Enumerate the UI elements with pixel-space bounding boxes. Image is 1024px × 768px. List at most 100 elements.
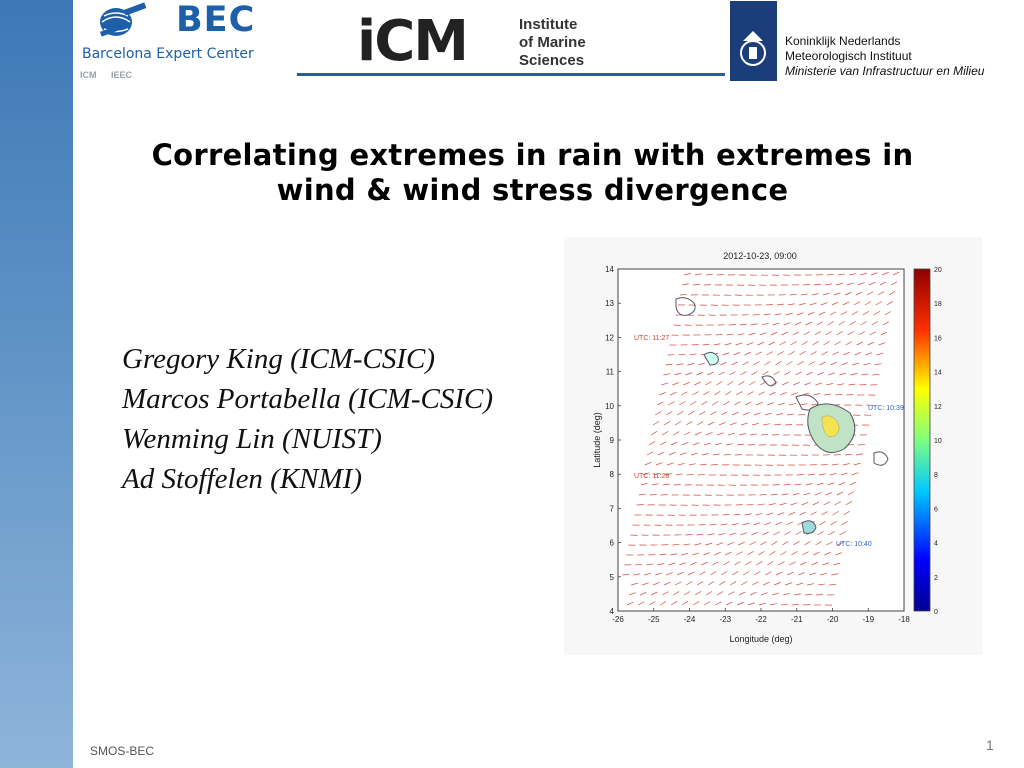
wind-arrow: [871, 321, 878, 326]
wind-arrow: [661, 431, 669, 436]
wind-arrow: [692, 552, 700, 556]
wind-arrow: [715, 333, 723, 336]
wind-arrow: [712, 453, 720, 456]
wind-arrow: [826, 382, 834, 386]
wind-arrow: [743, 571, 750, 576]
wind-arrow: [778, 402, 786, 406]
wind-arrow: [666, 462, 674, 466]
wind-arrow: [692, 391, 699, 396]
wind-arrow: [749, 381, 756, 386]
wind-arrow: [714, 551, 721, 556]
y-tick-label: 13: [605, 299, 614, 308]
wind-arrow: [823, 501, 831, 506]
wind-arrow: [888, 291, 896, 296]
wind-arrow: [764, 361, 771, 366]
wind-arrow: [841, 521, 848, 526]
wind-arrow: [829, 583, 837, 586]
wind-arrow: [646, 563, 654, 566]
wind-arrow: [835, 283, 843, 286]
wind-arrow: [745, 401, 752, 406]
wind-arrow: [657, 563, 665, 566]
wind-arrow: [815, 382, 823, 386]
wind-arrow: [767, 561, 774, 566]
y-tick-label: 8: [610, 470, 615, 479]
wind-arrow: [832, 511, 839, 516]
wind-arrow: [801, 341, 808, 346]
wind-arrow: [688, 463, 696, 466]
wind-arrow: [874, 363, 882, 366]
wind-arrow: [764, 522, 772, 526]
bec-logo: BEC Barcelona Expert Center ICM IEEC: [78, 0, 293, 88]
wind-arrow: [810, 351, 817, 356]
wind-arrow: [826, 273, 835, 276]
wind-arrow: [809, 572, 817, 576]
wind-arrow: [761, 433, 769, 436]
y-tick-label: 9: [610, 436, 615, 445]
wind-arrow: [743, 412, 750, 416]
wind-arrow: [747, 444, 756, 446]
wind-arrow: [692, 442, 700, 446]
wind-arrow: [721, 411, 728, 416]
wind-arrow: [746, 342, 754, 346]
wind-arrow: [781, 603, 789, 606]
wind-arrow: [790, 341, 797, 346]
wind-arrow: [738, 381, 745, 386]
wind-arrow: [814, 331, 821, 336]
wind-arrow: [863, 362, 871, 366]
wind-arrow: [716, 381, 723, 386]
wind-arrow: [679, 562, 687, 566]
x-tick-label: -25: [648, 615, 660, 624]
wind-arrow: [690, 562, 697, 566]
wind-arrow: [674, 421, 682, 426]
y-tick-label: 4: [610, 607, 615, 616]
wind-arrow: [758, 551, 765, 556]
wind-arrow: [788, 351, 795, 356]
wind-arrow: [674, 372, 682, 376]
wind-arrow: [703, 601, 711, 606]
wind-arrow: [687, 411, 695, 416]
wind-arrow: [811, 403, 819, 406]
wind-arrow: [796, 582, 804, 586]
wind-arrow: [683, 381, 690, 386]
wind-arrow: [833, 454, 841, 456]
wind-arrow: [794, 321, 802, 326]
wind-arrow: [652, 421, 660, 426]
wind-arrow: [795, 371, 802, 376]
wind-arrow: [676, 411, 684, 416]
utc-label: UTC: 10:39: [868, 405, 904, 412]
wind-arrow: [765, 412, 773, 416]
wind-arrow: [831, 573, 839, 576]
bec-acronym: BEC: [176, 0, 256, 40]
wind-arrow: [847, 331, 854, 336]
wind-arrow: [831, 463, 839, 466]
y-axis-label: Latitude (deg): [592, 412, 602, 468]
wind-arrow: [774, 423, 782, 426]
wind-arrow: [830, 361, 838, 366]
wind-arrow: [763, 581, 770, 586]
wind-arrow: [679, 452, 687, 456]
wind-arrow: [785, 582, 792, 586]
wind-arrow: [867, 341, 875, 346]
wind-arrow: [824, 283, 832, 286]
wind-arrow: [725, 443, 733, 446]
wind-arrow: [789, 293, 797, 296]
wind-arrow: [842, 463, 850, 466]
wind-arrow: [759, 494, 767, 496]
wind-arrow: [646, 451, 654, 456]
wind-arrow: [759, 332, 767, 336]
wind-arrow: [777, 512, 785, 516]
wind-arrow: [776, 571, 783, 576]
icm-mark: iCM: [357, 9, 469, 74]
wind-arrow: [811, 293, 819, 296]
wind-arrow: [813, 393, 821, 396]
wind-arrow: [839, 372, 847, 376]
wind-arrow: [686, 581, 693, 586]
wind-arrow: [769, 391, 776, 396]
wind-arrow: [884, 311, 891, 316]
icm-line-2: of Marine: [519, 34, 586, 51]
wind-arrow: [679, 294, 687, 296]
wind-arrow: [875, 301, 882, 306]
wind-arrow: [837, 383, 845, 386]
x-tick-label: -19: [862, 615, 874, 624]
wind-arrow: [757, 503, 765, 506]
